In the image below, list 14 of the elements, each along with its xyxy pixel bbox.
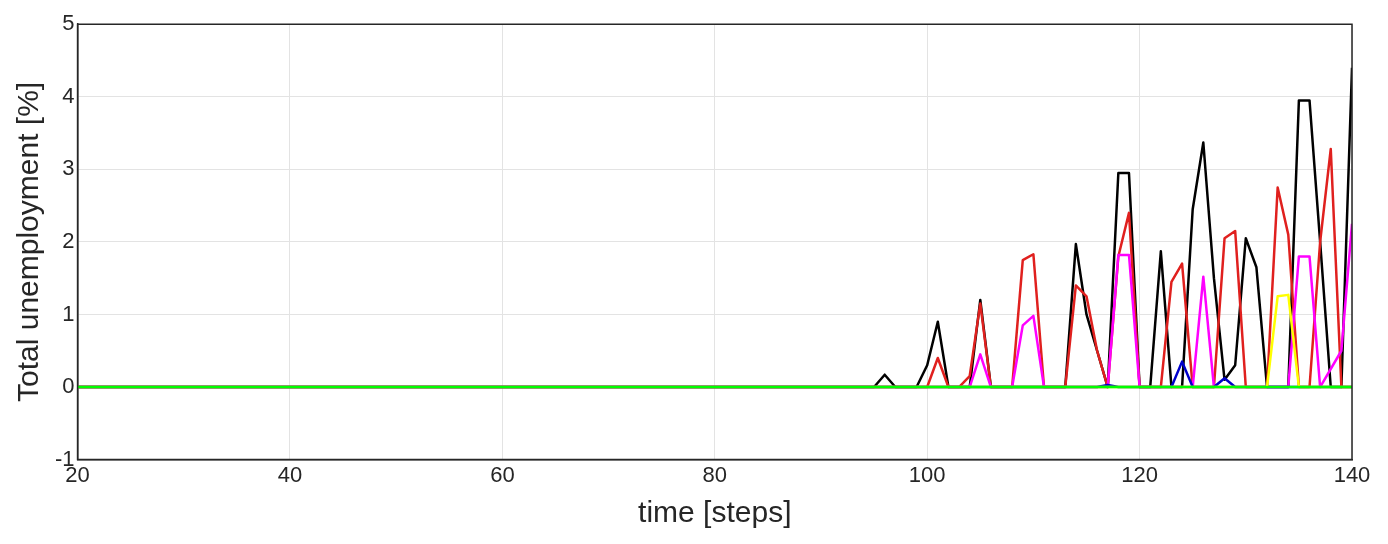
x-tick-label: 120 (1121, 461, 1158, 487)
y-tick-label: 3 (62, 155, 75, 181)
y-axis-title: Total unemployment [%] (11, 81, 45, 402)
y-tick-label: 4 (62, 82, 75, 108)
x-tick-label: 140 (1333, 461, 1371, 487)
y-tick-label: 2 (62, 227, 75, 253)
x-axis-title: time [steps] (638, 495, 792, 529)
y-tick-label: 1 (62, 300, 75, 326)
x-tick-label: 60 (490, 461, 515, 487)
y-tick-label: 0 (62, 373, 75, 399)
x-tick-label: 100 (908, 461, 946, 487)
x-tick-label: 40 (277, 461, 303, 487)
x-tick-label: 80 (702, 461, 728, 487)
y-tick-label: 5 (62, 10, 75, 36)
